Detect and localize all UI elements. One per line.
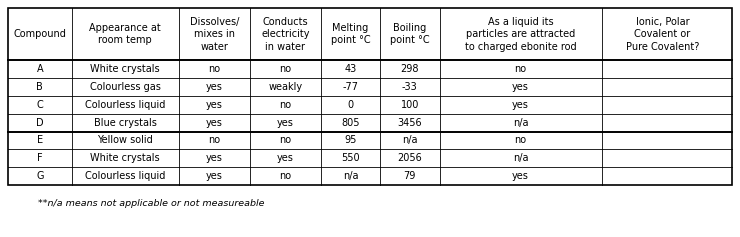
Text: yes: yes: [512, 171, 529, 181]
Text: n/a: n/a: [513, 118, 528, 128]
Text: n/a: n/a: [513, 153, 528, 163]
Text: yes: yes: [277, 118, 294, 128]
Text: Yellow solid: Yellow solid: [98, 135, 153, 146]
Text: F: F: [37, 153, 43, 163]
Text: 2056: 2056: [397, 153, 423, 163]
Text: A: A: [36, 64, 43, 74]
Text: B: B: [36, 82, 43, 92]
Text: yes: yes: [277, 153, 294, 163]
Text: -33: -33: [402, 82, 417, 92]
Text: Colourless liquid: Colourless liquid: [85, 100, 166, 110]
Text: 0: 0: [347, 100, 354, 110]
Text: yes: yes: [206, 100, 223, 110]
Text: Colourless liquid: Colourless liquid: [85, 171, 166, 181]
Text: 100: 100: [400, 100, 419, 110]
Text: no: no: [279, 171, 292, 181]
Text: yes: yes: [206, 118, 223, 128]
Text: no: no: [514, 64, 527, 74]
Text: 298: 298: [400, 64, 419, 74]
Text: 43: 43: [344, 64, 357, 74]
Text: Appearance at
room temp: Appearance at room temp: [90, 23, 161, 45]
Text: **n/a means not applicable or not measureable: **n/a means not applicable or not measur…: [38, 199, 264, 208]
Text: n/a: n/a: [402, 135, 417, 146]
Text: As a liquid its
particles are attracted
to charged ebonite rod: As a liquid its particles are attracted …: [465, 17, 576, 51]
Text: Ionic, Polar
Covalent or
Pure Covalent?: Ionic, Polar Covalent or Pure Covalent?: [626, 17, 699, 51]
Text: Boiling
point °C: Boiling point °C: [390, 23, 430, 45]
Text: 3456: 3456: [397, 118, 422, 128]
Text: 95: 95: [344, 135, 357, 146]
Bar: [8, 8, 732, 185]
Text: 805: 805: [341, 118, 360, 128]
Text: n/a: n/a: [343, 171, 358, 181]
Text: no: no: [514, 135, 527, 146]
Text: 550: 550: [341, 153, 360, 163]
Text: C: C: [36, 100, 43, 110]
Text: yes: yes: [512, 100, 529, 110]
Text: yes: yes: [206, 153, 223, 163]
Text: no: no: [208, 64, 221, 74]
Text: -77: -77: [343, 82, 358, 92]
Text: yes: yes: [512, 82, 529, 92]
Text: no: no: [279, 100, 292, 110]
Text: weakly: weakly: [268, 82, 303, 92]
Text: Melting
point °C: Melting point °C: [331, 23, 370, 45]
Text: 79: 79: [403, 171, 416, 181]
Text: E: E: [37, 135, 43, 146]
Text: no: no: [279, 135, 292, 146]
Text: White crystals: White crystals: [90, 64, 160, 74]
Text: Dissolves/
mixes in
water: Dissolves/ mixes in water: [189, 17, 239, 51]
Text: yes: yes: [206, 171, 223, 181]
Text: Conducts
electricity
in water: Conducts electricity in water: [261, 17, 309, 51]
Text: White crystals: White crystals: [90, 153, 160, 163]
Text: Colourless gas: Colourless gas: [90, 82, 161, 92]
Text: yes: yes: [206, 82, 223, 92]
Text: G: G: [36, 171, 44, 181]
Text: no: no: [279, 64, 292, 74]
Text: Compound: Compound: [13, 29, 67, 39]
Text: D: D: [36, 118, 44, 128]
Text: Blue crystals: Blue crystals: [94, 118, 157, 128]
Text: no: no: [208, 135, 221, 146]
